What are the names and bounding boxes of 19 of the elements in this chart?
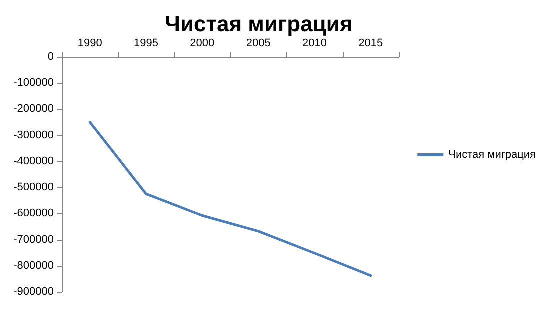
y-tick-label: -500000 <box>14 182 54 194</box>
x-tick-label: 1995 <box>134 38 158 50</box>
x-tick-label: 2015 <box>358 38 384 50</box>
chart-title: Чистая миграция <box>165 12 353 36</box>
y-tick-label: -300000 <box>14 129 54 142</box>
y-tick-label: -200000 <box>14 103 54 116</box>
x-tick-label: 1990 <box>78 38 102 50</box>
line-series <box>88 121 372 278</box>
x-tick-label: 2010 <box>302 38 327 50</box>
y-tick-label: -700000 <box>14 234 54 246</box>
legend-label: Чистая миграция <box>448 149 536 161</box>
y-tick-label: -600000 <box>14 208 54 220</box>
y-tick-label: 0 <box>48 51 54 63</box>
y-tick-label: -800000 <box>14 260 54 272</box>
y-tick-label: -400000 <box>14 155 54 168</box>
x-tick-label: 2000 <box>190 38 215 50</box>
y-tick-label: -900000 <box>14 286 54 298</box>
y-tick-label: -100000 <box>14 77 54 90</box>
x-tick-label: 2005 <box>246 38 271 50</box>
